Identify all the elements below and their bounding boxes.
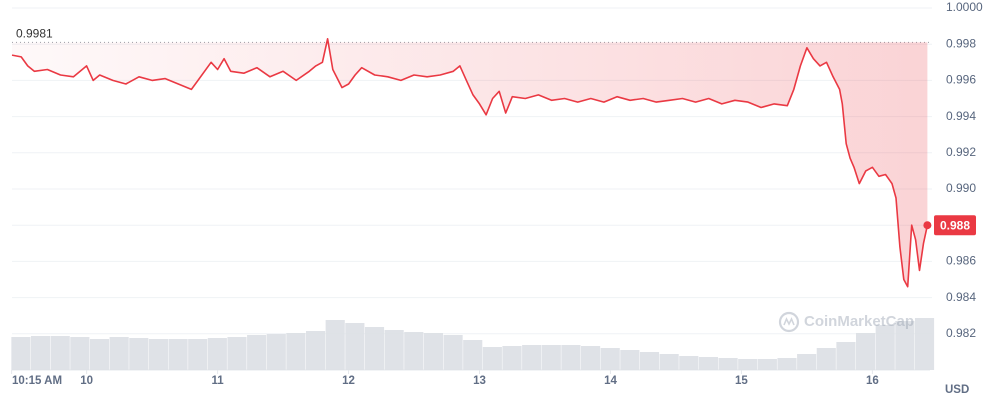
volume-bar [698, 357, 719, 370]
reference-label: 0.9981 [16, 27, 53, 41]
volume-bar [639, 352, 660, 370]
volume-bar [679, 356, 699, 370]
volume-bar [718, 358, 738, 370]
volume-bar [227, 337, 247, 370]
volume-bar [561, 345, 581, 370]
y-tick-label: 0.982 [946, 326, 976, 340]
volume-bar [914, 318, 935, 370]
volume-bar [188, 339, 208, 370]
volume-bar [30, 336, 51, 370]
x-tick-label: 10 [80, 375, 93, 387]
volume-bar [482, 347, 502, 370]
x-tick-label: 11 [212, 375, 225, 387]
watermark-text: CoinMarketCap [804, 313, 914, 330]
volume-bar [423, 333, 443, 370]
volume-bar [463, 340, 483, 370]
x-tick-label: 12 [342, 375, 355, 387]
volume-bar [148, 339, 168, 370]
volume-bar [600, 348, 620, 370]
x-tick-label: 14 [604, 375, 617, 387]
volume-bar [541, 345, 561, 370]
watermark: CoinMarketCap [778, 311, 914, 333]
volume-bar [109, 337, 129, 370]
volume-bar [443, 335, 463, 370]
x-tick-label: 10:15 AM [12, 375, 62, 387]
volume-bar [620, 350, 640, 370]
volume-bar [325, 320, 345, 370]
volume-bar [856, 333, 876, 370]
y-tick-label: 0.998 [946, 36, 976, 50]
volume-bar [11, 337, 31, 370]
volume-bar [659, 354, 679, 370]
x-tick-label: 15 [735, 375, 748, 387]
volume-bar [777, 358, 797, 370]
x-tick-label: 16 [866, 375, 879, 387]
volume-bar [797, 354, 817, 370]
volume-bar [305, 331, 326, 370]
volume-bar [129, 338, 149, 370]
price-badge [934, 215, 976, 236]
volume-bar [404, 332, 424, 370]
volume-bar [836, 342, 856, 370]
y-tick-label: 0.992 [946, 145, 976, 159]
volume-bar [502, 346, 522, 370]
volume-bar [266, 334, 286, 370]
volume-bar [816, 348, 836, 370]
volume-bar [895, 321, 915, 370]
volume-bar [286, 333, 306, 370]
y-tick-label: 0.986 [946, 254, 976, 268]
y-tick-label: 0.984 [946, 290, 976, 304]
volume-bar [50, 336, 70, 370]
volume-bar [70, 337, 90, 370]
y-tick-label: 0.994 [946, 109, 976, 123]
volume-bar [581, 346, 601, 370]
y-tick-label: 1.0000 [946, 0, 983, 14]
volume-bar [364, 327, 385, 370]
unit-label: USD [945, 384, 969, 396]
volume-bar [345, 323, 365, 370]
area [12, 38, 928, 287]
price-badge-label: 0.988 [940, 218, 970, 232]
last-point [923, 221, 932, 230]
y-tick-label: 0.990 [946, 181, 976, 195]
volume-bar [757, 359, 777, 370]
price-line [11, 38, 929, 288]
volume-bar [875, 325, 895, 370]
volume-bar [168, 339, 188, 370]
volume-bar [247, 335, 267, 370]
volume-bar [89, 339, 110, 370]
volume-bar [207, 338, 227, 370]
volume-bar [384, 330, 404, 370]
volume-bar [738, 359, 758, 370]
y-tick-label: 0.996 [946, 73, 976, 87]
x-tick-label: 13 [473, 375, 486, 387]
volume-bar [522, 345, 542, 370]
